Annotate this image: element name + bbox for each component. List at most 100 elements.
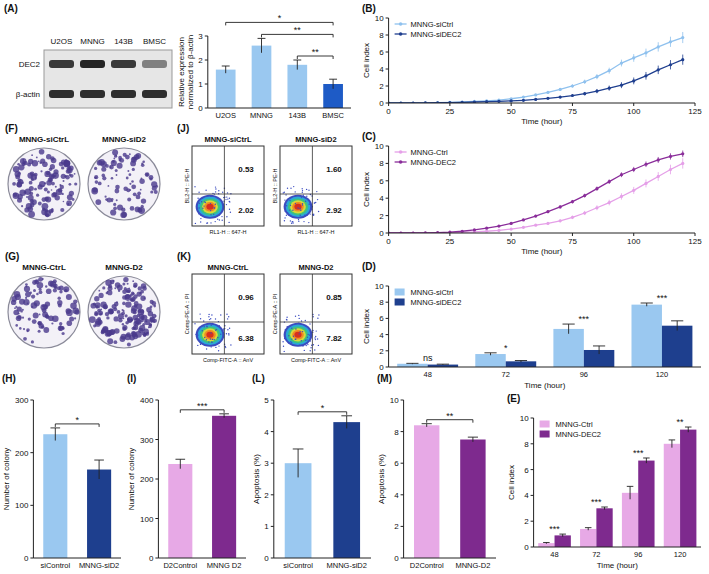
y-tick xyxy=(401,494,404,495)
event xyxy=(295,316,296,317)
x-label: Time (hour) xyxy=(521,117,562,126)
colony xyxy=(123,277,128,282)
event xyxy=(292,221,293,222)
marker xyxy=(669,155,672,158)
y-label: Apoptosis (%) xyxy=(377,454,386,504)
x-tick xyxy=(388,103,389,106)
event xyxy=(293,336,294,337)
colony xyxy=(32,319,37,324)
colony xyxy=(17,182,22,187)
x-tick-label: 125 xyxy=(688,237,702,246)
event xyxy=(217,219,218,220)
y-tick xyxy=(30,558,33,559)
x-axis xyxy=(389,233,695,234)
colony xyxy=(69,183,72,186)
colony xyxy=(129,183,131,185)
y-tick xyxy=(271,494,274,495)
marker xyxy=(461,230,464,233)
legend-label: MNNG-siCtrl xyxy=(411,288,454,297)
flow-frame xyxy=(280,274,352,354)
y-tick-label: 0 xyxy=(394,554,399,563)
event xyxy=(310,340,311,341)
event xyxy=(309,323,310,324)
x-tick xyxy=(388,233,389,236)
bar xyxy=(287,65,307,108)
event xyxy=(229,328,230,329)
colony xyxy=(16,316,22,322)
colony xyxy=(23,299,29,305)
gate xyxy=(312,274,313,354)
colony xyxy=(42,312,48,318)
chart: (D)0246810Cell indexTime (hour)487296120… xyxy=(362,261,701,390)
colony xyxy=(116,155,118,157)
event xyxy=(216,329,217,330)
dish-label: MNNG-siD2 xyxy=(102,135,147,144)
gate xyxy=(280,322,352,323)
event xyxy=(316,330,317,331)
colony xyxy=(36,194,39,197)
colony xyxy=(106,316,109,319)
legend-label: MNNG-Ctrl xyxy=(411,148,448,157)
event xyxy=(206,326,207,327)
colony xyxy=(17,179,21,183)
marks xyxy=(389,151,685,233)
event xyxy=(199,313,200,314)
event xyxy=(302,203,303,204)
colony xyxy=(150,305,153,308)
colony xyxy=(42,203,49,210)
colony xyxy=(94,167,97,170)
colony xyxy=(26,328,30,332)
marker xyxy=(473,228,476,231)
y-tick-label: 8 xyxy=(379,31,384,40)
bar xyxy=(538,543,554,547)
error-bar xyxy=(669,440,676,448)
event xyxy=(310,350,311,351)
colony xyxy=(57,300,62,305)
event xyxy=(282,341,283,342)
event xyxy=(308,190,309,191)
flow-y-label: BL2-H :: PE-H xyxy=(184,169,190,204)
event xyxy=(220,314,221,315)
y-tick-label: 0 xyxy=(379,363,384,372)
event xyxy=(217,337,218,338)
y-tick xyxy=(531,495,534,496)
x-tick-label: MNNG-D2 xyxy=(455,561,490,570)
colony xyxy=(33,289,36,292)
colony xyxy=(127,170,129,172)
colony xyxy=(91,303,97,309)
colony xyxy=(108,308,113,313)
colony xyxy=(29,192,33,196)
colony xyxy=(94,175,98,179)
event xyxy=(316,191,317,192)
colony xyxy=(94,176,97,179)
colony xyxy=(133,285,137,289)
event xyxy=(314,202,315,203)
x-tick-label: D2Control xyxy=(410,561,444,570)
colony xyxy=(102,286,105,289)
colony xyxy=(23,337,27,341)
colony xyxy=(57,286,61,290)
event xyxy=(226,204,227,205)
error-bar xyxy=(543,542,550,543)
lane-label: 143B xyxy=(114,37,133,46)
event xyxy=(295,328,296,329)
event xyxy=(227,329,228,330)
event xyxy=(204,337,205,338)
colony xyxy=(31,340,34,343)
event xyxy=(196,333,197,334)
colony xyxy=(17,163,20,166)
marker xyxy=(522,99,525,102)
colony xyxy=(13,310,19,316)
event xyxy=(306,339,307,340)
colony xyxy=(39,323,44,328)
y-tick xyxy=(386,334,389,335)
colony xyxy=(133,192,137,196)
row-label: β-actin xyxy=(16,90,40,99)
series-line xyxy=(389,38,683,103)
dish xyxy=(88,276,160,348)
marker xyxy=(632,79,635,82)
colony xyxy=(101,309,103,311)
event xyxy=(307,344,308,345)
marker xyxy=(497,100,500,103)
marker xyxy=(620,61,623,64)
